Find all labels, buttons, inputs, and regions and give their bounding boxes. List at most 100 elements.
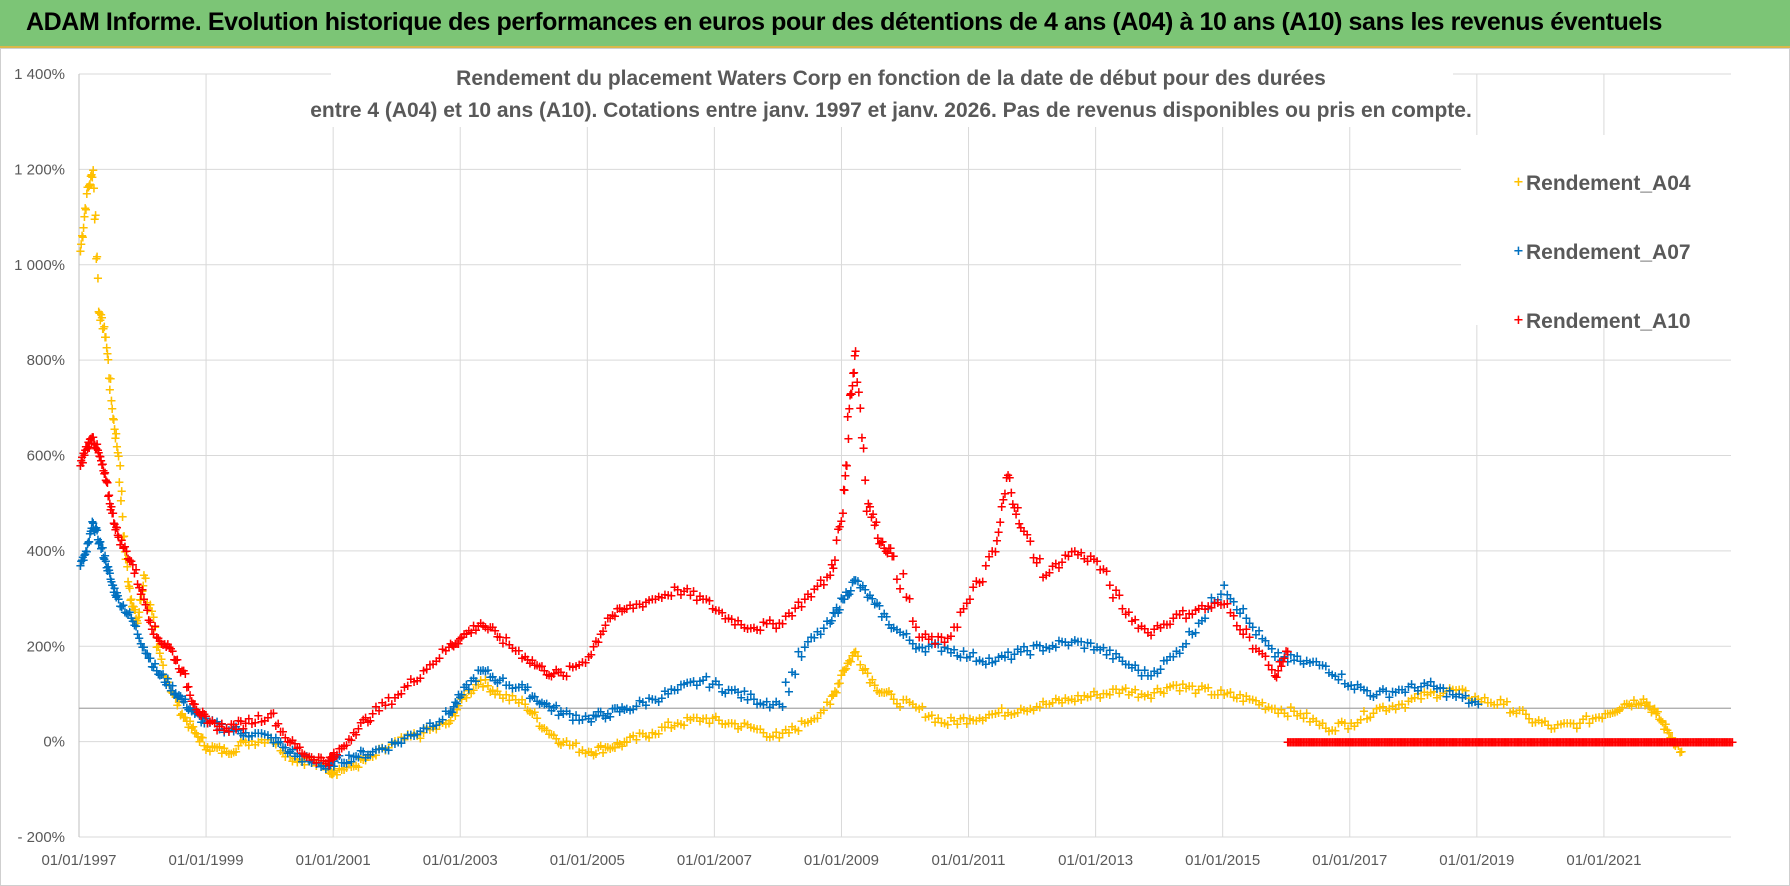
data-point-rendement_a10: +	[96, 454, 107, 469]
data-point-rendement_a04: +	[475, 674, 486, 689]
data-point-rendement_a10_flat: +	[1689, 736, 1700, 751]
data-point-rendement_a10_flat: +	[1525, 736, 1536, 751]
data-point-rendement_a07: +	[525, 691, 536, 706]
data-point-rendement_a07: +	[704, 681, 715, 696]
data-point-rendement_a07: +	[634, 694, 645, 709]
data-point-rendement_a04: +	[318, 759, 329, 774]
data-point-rendement_a10: +	[1120, 608, 1131, 623]
data-point-rendement_a10: +	[159, 637, 170, 652]
data-point-rendement_a10: +	[1206, 601, 1217, 616]
data-point-rendement_a10_flat: +	[1671, 736, 1682, 751]
data-point-rendement_a10: +	[984, 550, 995, 565]
data-point-rendement_a07: +	[266, 731, 277, 746]
data-point-rendement_a10: +	[301, 750, 312, 765]
data-point-rendement_a07: +	[487, 670, 498, 685]
data-point-rendement_a04: +	[113, 450, 124, 465]
data-point-rendement_a10: +	[809, 582, 820, 597]
data-point-rendement_a10: +	[588, 640, 599, 655]
data-point-rendement_a04: +	[91, 252, 102, 267]
data-point-rendement_a10: +	[1219, 597, 1230, 612]
data-point-rendement_a07: +	[181, 701, 192, 716]
data-point-rendement_a04: +	[669, 719, 680, 734]
data-point-rendement_a10: +	[917, 631, 928, 646]
data-point-rendement_a07: +	[108, 586, 119, 601]
data-point-rendement_a04: +	[628, 729, 639, 744]
data-point-rendement_a07: +	[714, 678, 725, 693]
data-point-rendement_a10: +	[1014, 517, 1025, 532]
data-point-rendement_a04: +	[104, 383, 115, 398]
data-point-rendement_a10_flat: +	[1497, 736, 1508, 751]
chart-title-line-2: entre 4 (A04) et 10 ans (A10). Cotations…	[310, 99, 1472, 122]
data-point-rendement_a04: +	[142, 596, 153, 611]
data-point-rendement_a10: +	[360, 711, 371, 726]
data-point-rendement_a07: +	[186, 704, 197, 719]
data-point-rendement_a04: +	[723, 717, 734, 732]
data-point-rendement_a07: +	[75, 559, 86, 574]
x-tick-label: 01/01/2005	[550, 852, 625, 869]
data-point-rendement_a04: +	[1530, 716, 1541, 731]
data-point-rendement_a07: +	[901, 627, 912, 642]
data-point-rendement_a04: +	[89, 212, 100, 227]
data-point-rendement_a04: +	[534, 719, 545, 734]
data-point-rendement_a07: +	[1120, 657, 1131, 672]
data-point-rendement_a04: +	[1276, 703, 1287, 718]
data-point-rendement_a07: +	[1409, 681, 1420, 696]
data-point-rendement_a04: +	[313, 754, 324, 769]
data-point-rendement_a10: +	[78, 447, 89, 462]
data-point-rendement_a10: +	[1123, 605, 1134, 620]
data-point-rendement_a04: +	[123, 579, 134, 594]
data-point-rendement_a04: +	[1657, 715, 1668, 730]
data-point-rendement_a04: +	[1196, 679, 1207, 694]
data-point-rendement_a10: +	[884, 542, 895, 557]
data-point-rendement_a07: +	[849, 573, 860, 588]
data-point-rendement_a07: +	[1041, 640, 1052, 655]
data-point-rendement_a04: +	[1082, 690, 1093, 705]
data-point-rendement_a10: +	[904, 592, 915, 607]
data-point-rendement_a10: +	[830, 553, 841, 568]
data-point-rendement_a04: +	[1670, 739, 1681, 754]
data-point-rendement_a10: +	[1038, 570, 1049, 585]
data-point-rendement_a07: +	[119, 606, 130, 621]
data-point-rendement_a10: +	[336, 742, 347, 757]
data-point-rendement_a10: +	[393, 688, 404, 703]
data-point-rendement_a04: +	[1584, 717, 1595, 732]
data-point-rendement_a10: +	[156, 637, 167, 652]
data-point-rendement_a10_flat: +	[1503, 736, 1514, 751]
data-point-rendement_a04: +	[1241, 689, 1252, 704]
data-point-rendement_a10_flat: +	[1570, 736, 1581, 751]
data-point-rendement_a07: +	[1339, 677, 1350, 692]
data-point-rendement_a04: +	[235, 735, 246, 750]
data-point-rendement_a04: +	[886, 687, 897, 702]
data-point-rendement_a04: +	[135, 593, 146, 608]
data-point-rendement_a04: +	[999, 709, 1010, 724]
data-point-rendement_a10_flat: +	[1304, 736, 1315, 751]
data-point-rendement_a10_flat: +	[1692, 736, 1703, 751]
data-point-rendement_a07: +	[92, 524, 103, 539]
data-point-rendement_a10_flat: +	[1609, 736, 1620, 751]
data-point-rendement_a10_flat: +	[1648, 736, 1659, 751]
data-point-rendement_a07: +	[1378, 683, 1389, 698]
data-point-rendement_a10: +	[844, 402, 855, 417]
data-point-rendement_a10: +	[1117, 602, 1128, 617]
data-point-rendement_a07: +	[262, 728, 273, 743]
data-point-rendement_a10: +	[755, 624, 766, 639]
data-point-rendement_a07: +	[1460, 689, 1471, 704]
data-point-rendement_a10: +	[1279, 652, 1290, 667]
data-point-rendement_a07: +	[76, 555, 87, 570]
x-tick-label: 01/01/2019	[1439, 852, 1514, 869]
data-point-rendement_a07: +	[480, 664, 491, 679]
data-point-rendement_a10_flat: +	[1594, 736, 1605, 751]
data-point-rendement_a07: +	[112, 586, 123, 601]
data-point-rendement_a07: +	[278, 741, 289, 756]
data-point-rendement_a10_flat: +	[1643, 736, 1654, 751]
data-point-rendement_a10_flat: +	[1399, 736, 1410, 751]
data-point-rendement_a10: +	[134, 581, 145, 596]
data-point-rendement_a07: +	[292, 747, 303, 762]
data-point-rendement_a04: +	[600, 741, 611, 756]
data-point-rendement_a10_flat: +	[1694, 736, 1705, 751]
data-point-rendement_a04: +	[437, 716, 448, 731]
data-point-rendement_a07: +	[663, 687, 674, 702]
data-point-rendement_a10: +	[1139, 622, 1150, 637]
data-point-rendement_a04: +	[1298, 711, 1309, 726]
data-point-rendement_a10: +	[84, 441, 95, 456]
